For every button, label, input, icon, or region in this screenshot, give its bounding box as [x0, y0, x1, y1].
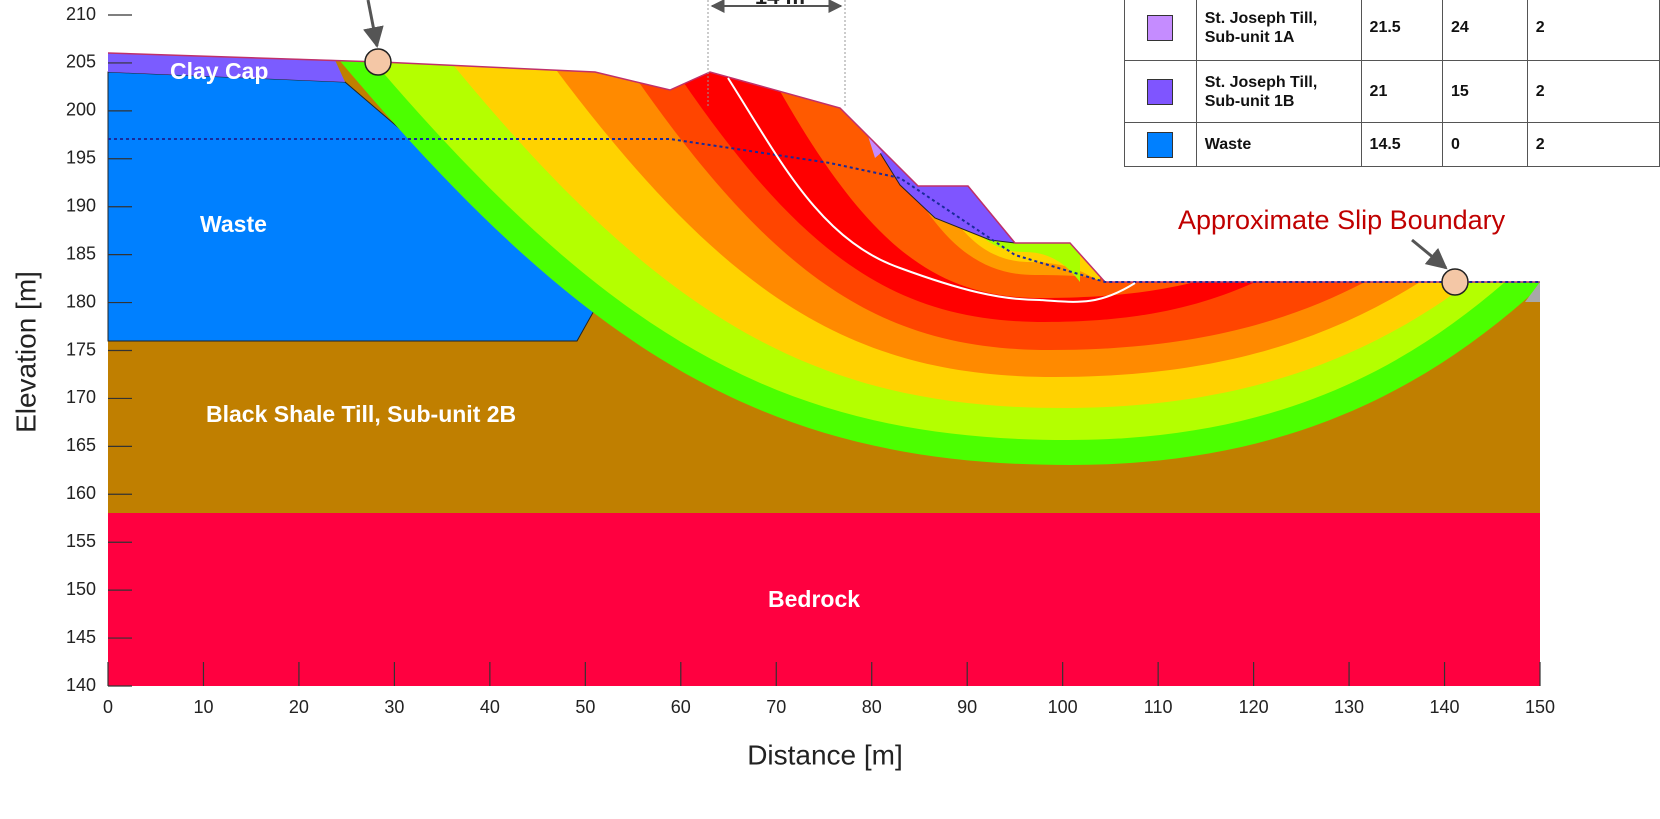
swatch-cell	[1125, 0, 1197, 61]
x-tick-label: 70	[766, 697, 786, 717]
table-cell: 21.5	[1361, 0, 1442, 61]
pointer-arrow	[368, 0, 377, 46]
table-cell: 15	[1443, 61, 1528, 123]
table-cell: 0	[1443, 123, 1528, 167]
x-tick-label: 40	[480, 697, 500, 717]
y-tick-label: 165	[66, 435, 96, 455]
table-cell: 24	[1443, 0, 1528, 61]
table-cell: Waste	[1196, 123, 1361, 167]
y-tick-label: 200	[66, 100, 96, 120]
y-tick-label: 210	[66, 4, 96, 24]
y-tick-label: 180	[66, 291, 96, 311]
swatch-cell	[1125, 61, 1197, 123]
x-axis-title: Distance [m]	[747, 739, 903, 770]
y-tick-label: 185	[66, 243, 96, 263]
y-tick-label: 160	[66, 483, 96, 503]
x-tick-label: 10	[193, 697, 213, 717]
y-tick-label: 140	[66, 675, 96, 695]
slip-boundary-label: Approximate Slip Boundary	[1178, 205, 1506, 235]
slip-end-marker	[1442, 269, 1468, 295]
dimension-label: 14 m	[755, 0, 805, 9]
table-cell: St. Joseph Till, Sub-unit 1A	[1196, 0, 1361, 61]
x-tick-label: 90	[957, 697, 977, 717]
material-swatch	[1147, 79, 1173, 105]
x-tick-label: 60	[671, 697, 691, 717]
y-tick-label: 145	[66, 627, 96, 647]
x-tick-label: 140	[1430, 697, 1460, 717]
pointer-arrow	[1412, 240, 1446, 268]
page: {"chart_data": { "type": "cross-section"…	[0, 0, 1660, 819]
region-label: Waste	[200, 211, 267, 237]
x-tick-label: 80	[862, 697, 882, 717]
table-cell: 2	[1527, 123, 1659, 167]
table-cell: 14.5	[1361, 123, 1442, 167]
y-tick-label: 170	[66, 387, 96, 407]
table-cell: 2	[1527, 0, 1659, 61]
x-tick-label: 30	[384, 697, 404, 717]
material-swatch	[1147, 15, 1173, 41]
x-tick-label: 20	[289, 697, 309, 717]
y-tick-label: 205	[66, 52, 96, 72]
y-tick-label: 150	[66, 579, 96, 599]
x-tick-label: 120	[1239, 697, 1269, 717]
x-tick-label: 50	[575, 697, 595, 717]
table-cell: 21	[1361, 61, 1442, 123]
x-tick-label: 100	[1048, 697, 1078, 717]
slip-start-marker	[365, 49, 391, 75]
table-cell: St. Joseph Till, Sub-unit 1B	[1196, 61, 1361, 123]
table-cell: 2	[1527, 61, 1659, 123]
swatch-cell	[1125, 123, 1197, 167]
x-tick-label: 110	[1144, 697, 1173, 717]
region-label: Clay Cap	[170, 58, 268, 84]
y-tick-label: 175	[66, 339, 96, 359]
material-swatch	[1147, 132, 1173, 158]
y-tick-label: 195	[66, 148, 96, 168]
region-label: Bedrock	[768, 586, 860, 612]
x-tick-label: 130	[1334, 697, 1364, 717]
x-tick-label: 150	[1525, 697, 1555, 717]
y-tick-label: 190	[66, 195, 96, 215]
x-tick-label: 0	[103, 697, 113, 717]
region-label: Black Shale Till, Sub-unit 2B	[206, 401, 516, 427]
y-axis-title: Elevation [m]	[10, 271, 41, 433]
y-tick-label: 155	[66, 531, 96, 551]
